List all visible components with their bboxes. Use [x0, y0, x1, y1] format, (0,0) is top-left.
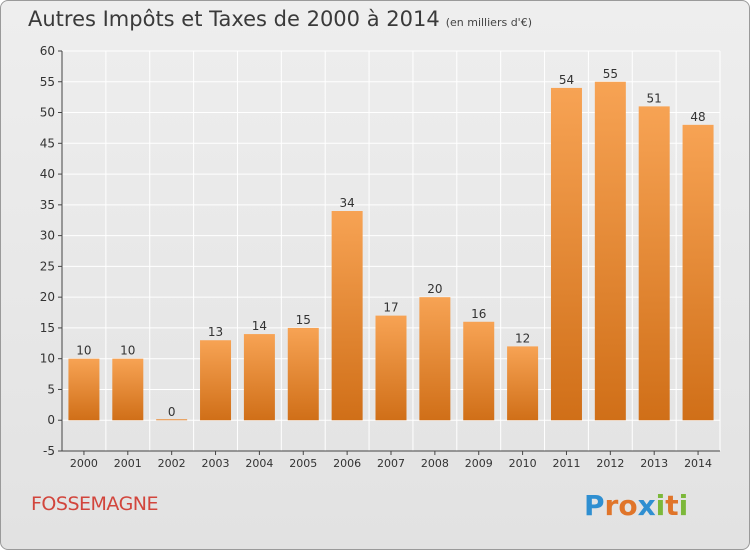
data-label: 12 — [515, 331, 530, 345]
bar-2001 — [112, 358, 144, 421]
x-tick-label: 2014 — [684, 457, 712, 470]
bars — [68, 81, 714, 421]
y-tick-label: -5 — [43, 444, 55, 458]
x-tick-label: 2008 — [421, 457, 449, 470]
bar-2004 — [243, 334, 275, 421]
bar-2000 — [68, 358, 100, 421]
data-label: 10 — [120, 344, 135, 358]
x-tick-label: 2010 — [509, 457, 537, 470]
y-tick-label: 10 — [40, 352, 55, 366]
bar-2014 — [682, 124, 714, 421]
commune-name: FOSSEMAGNE — [31, 493, 159, 515]
y-tick-label: 5 — [47, 382, 55, 396]
x-tick-label: 2000 — [70, 457, 98, 470]
y-tick-label: 60 — [40, 44, 55, 58]
data-label: 17 — [383, 301, 398, 315]
bar-2012 — [594, 81, 626, 421]
logo-letter: x — [637, 489, 656, 522]
bar-2010 — [507, 346, 539, 421]
bar-2007 — [375, 315, 407, 421]
chart-title: Autres Impôts et Taxes de 2000 à 2014 (en… — [28, 7, 532, 31]
x-tick-label: 2003 — [202, 457, 230, 470]
data-label: 55 — [603, 67, 618, 81]
data-label: 16 — [471, 307, 486, 321]
bar-2002 — [156, 419, 188, 421]
y-tick-label: 0 — [47, 413, 55, 427]
data-label: 34 — [339, 196, 354, 210]
logo-letter: o — [618, 489, 638, 522]
bar-2003 — [200, 340, 232, 421]
data-label: 0 — [168, 405, 176, 419]
data-label: 54 — [559, 73, 574, 87]
y-tick-label: 15 — [40, 321, 55, 335]
x-tick-label: 2004 — [245, 457, 273, 470]
data-label: 10 — [76, 344, 91, 358]
data-label: 14 — [252, 319, 267, 333]
x-tick-label: 2006 — [333, 457, 361, 470]
x-tick-label: 2011 — [552, 457, 580, 470]
x-tick-label: 2007 — [377, 457, 405, 470]
axes — [58, 50, 720, 455]
y-tick-label: 20 — [40, 290, 55, 304]
y-tick-label: 30 — [40, 229, 55, 243]
bar-2006 — [331, 211, 363, 421]
data-label: 51 — [647, 91, 662, 105]
logo-letter: i — [655, 489, 666, 522]
y-tick-label: 35 — [40, 198, 55, 212]
y-tick-label: 25 — [40, 259, 55, 273]
bar-2008 — [419, 297, 451, 421]
bar-2011 — [550, 87, 582, 421]
bar-2009 — [463, 321, 495, 421]
y-tick-label: 55 — [40, 75, 55, 89]
x-tick-label: 2001 — [114, 457, 142, 470]
x-tick-label: 2002 — [158, 457, 186, 470]
x-tick-label: 2012 — [596, 457, 624, 470]
x-tick-label: 2009 — [465, 457, 493, 470]
data-label: 20 — [427, 282, 442, 296]
y-tick-label: 50 — [40, 106, 55, 120]
x-tick-label: 2013 — [640, 457, 668, 470]
labels: -505101520253035404550556020001020011020… — [40, 44, 712, 470]
data-label: 13 — [208, 325, 223, 339]
bar-2013 — [638, 106, 670, 421]
logo-letter: t — [665, 489, 679, 522]
logo-letter: i — [678, 489, 689, 522]
logo-letter: r — [604, 489, 619, 522]
y-tick-label: 40 — [40, 167, 55, 181]
bar-2005 — [287, 327, 319, 421]
y-tick-label: 45 — [40, 136, 55, 150]
data-label: 48 — [690, 110, 705, 124]
logo-letter: P — [584, 489, 605, 522]
chart-title-text: Autres Impôts et Taxes de 2000 à 2014 — [28, 7, 440, 31]
chart-subtitle: (en milliers d'€) — [445, 16, 532, 29]
x-tick-label: 2005 — [289, 457, 317, 470]
proxiti-logo: Proxiti — [584, 489, 688, 522]
data-label: 15 — [296, 313, 311, 327]
